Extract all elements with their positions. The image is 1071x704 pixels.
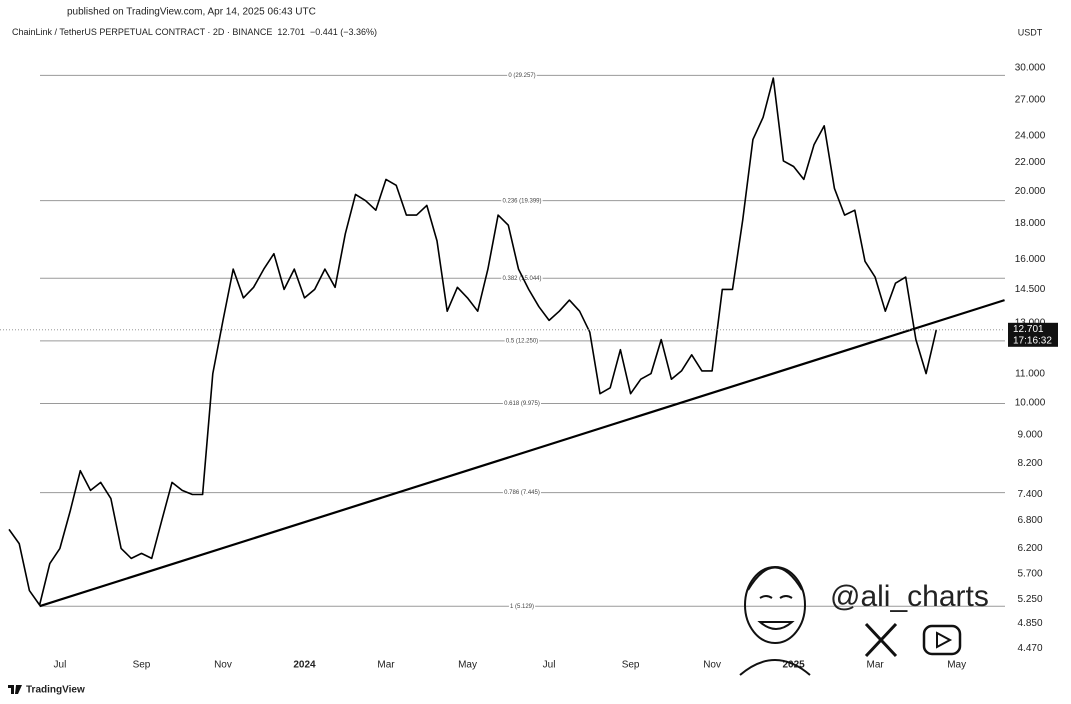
x-tick-label: 2024 [293,660,316,671]
x-tick-label: Mar [377,660,395,671]
y-tick-label: 8.200 [1017,458,1042,469]
y-tick-label: 6.800 [1017,515,1042,526]
y-tick-label: 7.400 [1017,489,1042,500]
y-tick-label: 11.000 [1015,368,1045,379]
x-tick-label: May [947,660,966,671]
youtube-icon [922,624,962,656]
fib-label: 0 (29.257) [508,73,535,79]
y-tick-label: 9.000 [1017,429,1042,440]
header-price: 12.701 [277,27,305,37]
avatar [739,566,811,676]
fib-label: 0.786 (7.445) [504,490,540,496]
x-tick-label: Nov [214,660,232,671]
fib-label: 0.382 (15.044) [502,276,541,282]
x-tick-label: Nov [703,660,721,671]
x-tick-label: May [458,660,477,671]
y-tick-label: 4.470 [1017,643,1042,654]
fib-label: 0.618 (9.975) [504,401,540,407]
watermark: @ali_charts [830,580,989,613]
footer-brand: TradingView [26,685,85,696]
trendline [39,299,1005,608]
x-tick-label: Jul [54,660,67,671]
x-tick-label: Mar [867,660,885,671]
last-price-label: 12.701 [1013,324,1044,335]
chart-title: ChainLink / TetherUS PERPETUAL CONTRACT … [12,27,377,37]
y-tick-label: 22.000 [1015,157,1046,168]
x-icon [864,622,898,658]
y-tick-label: 4.850 [1017,618,1042,629]
price-line [8,77,938,606]
symbol: ChainLink / TetherUS PERPETUAL CONTRACT … [12,27,272,37]
y-tick-label: 27.000 [1015,95,1046,106]
x-tick-label: Sep [133,660,151,671]
y-tick-label: 14.500 [1015,284,1046,295]
y-tick-label: 5.250 [1017,594,1042,605]
y-tick-label: 16.000 [1015,254,1046,265]
fib-label: 0.236 (19.399) [502,198,541,204]
y-tick-label: 20.000 [1015,186,1046,197]
y-tick-label: 10.000 [1015,397,1046,408]
y-tick-label: 24.000 [1015,130,1046,141]
y-tick-label: 5.700 [1017,569,1042,580]
fib-label: 0.5 (12.250) [506,338,538,344]
y-tick-label: 30.000 [1015,62,1046,73]
header-change: −0.441 (−3.36%) [310,27,377,37]
tradingview-logo [8,685,22,694]
x-tick-label: Jul [543,660,556,671]
x-tick-label: Sep [622,660,640,671]
fib-label: 1 (5.129) [510,604,534,610]
plot-area: 4.470 4.850 5.250 5.700 6.200 6.800 7.400 8.200… [0,62,1058,671]
y-tick-label: 6.200 [1017,543,1042,554]
last-price-badge [1008,322,1058,347]
currency: USDT [1018,27,1043,37]
countdown: 17:16:32 [1013,335,1052,346]
y-tick-label: 18.000 [1015,218,1046,229]
published-note: published on TradingView.com, Apr 14, 20… [67,7,316,18]
